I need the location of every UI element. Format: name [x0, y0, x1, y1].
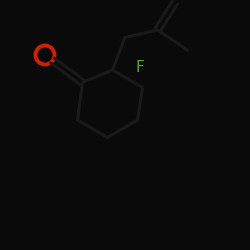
Text: F: F	[136, 60, 144, 75]
